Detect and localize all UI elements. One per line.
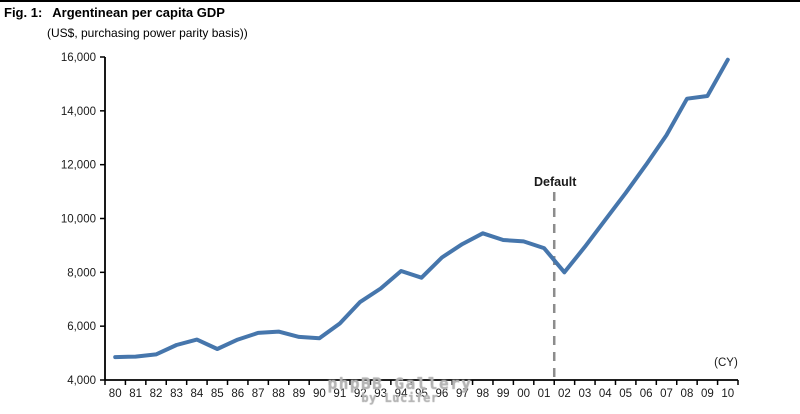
figure-title-text: Argentinean per capita GDP (52, 5, 225, 20)
y-tick-label: 12,000 (61, 160, 96, 172)
x-tick-label: 04 (599, 388, 612, 400)
y-tick-label: 8,000 (67, 267, 96, 279)
x-tick-label: 99 (497, 388, 510, 400)
x-tick-label: 10 (721, 388, 734, 400)
y-tick-label: 16,000 (61, 52, 96, 64)
x-tick-label: 07 (660, 388, 673, 400)
x-tick-label: 09 (701, 388, 714, 400)
x-tick-label: 95 (415, 388, 428, 400)
x-axis-unit-label: (CY) (714, 357, 738, 369)
x-tick-label: 96 (436, 388, 449, 400)
x-tick-label: 98 (476, 388, 489, 400)
x-tick-label: 81 (129, 388, 142, 400)
x-tick-label: 88 (272, 388, 285, 400)
x-tick-label: 80 (109, 388, 122, 400)
y-tick-label: 6,000 (67, 321, 96, 333)
x-tick-label: 85 (211, 388, 224, 400)
y-tick-label: 10,000 (61, 214, 96, 226)
x-tick-label: 89 (293, 388, 306, 400)
x-tick-label: 08 (681, 388, 694, 400)
x-tick-label: 05 (619, 388, 632, 400)
x-tick-label: 92 (354, 388, 367, 400)
x-tick-label: 06 (640, 388, 653, 400)
x-tick-label: 94 (395, 388, 408, 400)
figure-title: Fig. 1: Argentinean per capita GDP (4, 5, 225, 20)
x-tick-label: 84 (190, 388, 203, 400)
x-tick-label: 93 (374, 388, 387, 400)
y-tick-label: 4,000 (67, 375, 96, 387)
x-tick-label: 82 (150, 388, 163, 400)
x-tick-label: 86 (231, 388, 244, 400)
figure-number: Fig. 1: (4, 5, 43, 20)
y-tick-label: 14,000 (61, 106, 96, 118)
x-tick-label: 83 (170, 388, 183, 400)
x-tick-label: 03 (578, 388, 591, 400)
x-tick-label: 90 (313, 388, 326, 400)
gdp-series-line (113, 57, 730, 360)
x-tick-label: 97 (456, 388, 469, 400)
default-annotation-label: Default (534, 175, 577, 189)
x-tick-label: 01 (538, 388, 551, 400)
x-tick-label: 00 (517, 388, 530, 400)
x-tick-label: 91 (333, 388, 346, 400)
figure-subtitle: (US$, purchasing power parity basis)) (47, 26, 248, 40)
x-tick-label: 02 (558, 388, 571, 400)
x-tick-label: 87 (252, 388, 265, 400)
